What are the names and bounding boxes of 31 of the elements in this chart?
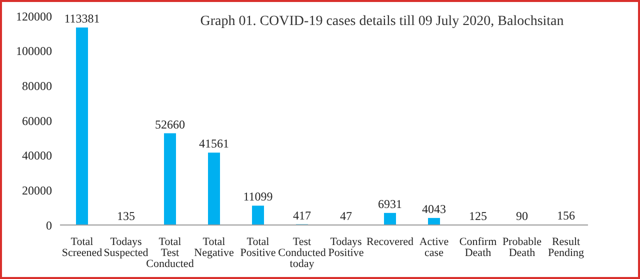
data-label: 41561 bbox=[199, 136, 229, 151]
data-label: 156 bbox=[557, 208, 575, 223]
x-tick-label: Total Negative bbox=[194, 236, 234, 259]
y-tick-label: 60000 bbox=[22, 114, 52, 128]
y-tick-label: 100000 bbox=[16, 44, 52, 58]
data-label: 113381 bbox=[64, 12, 100, 26]
y-tick-label: 40000 bbox=[22, 148, 52, 163]
data-label: 11099 bbox=[243, 190, 273, 204]
data-label: 52660 bbox=[155, 117, 185, 132]
data-label: 125 bbox=[469, 208, 487, 223]
data-label: 135 bbox=[117, 208, 135, 223]
y-tick-label: 120000 bbox=[16, 9, 52, 24]
chart-title: Graph 01. COVID-19 cases details till 09 July 2020, Balochsitan bbox=[199, 14, 565, 30]
data-label: 4043 bbox=[422, 202, 446, 216]
x-tick-label: Todays Suspected bbox=[104, 236, 149, 259]
x-tick-label: Todays Positive bbox=[328, 236, 364, 259]
x-tick-label: Recovered bbox=[366, 236, 414, 248]
x-tick-label: Test Conducted today bbox=[278, 236, 326, 270]
y-tick-label: 20000 bbox=[22, 183, 52, 198]
data-label: 417 bbox=[293, 208, 311, 222]
x-tick-label: Active case bbox=[419, 236, 449, 259]
x-tick-label: Total Positive bbox=[240, 236, 276, 259]
y-tick-label: 0 bbox=[46, 218, 52, 232]
x-tick-label: Confirm Death bbox=[459, 236, 498, 259]
x-tick-label: Total Screened bbox=[62, 236, 103, 259]
x-tick-label: Result Pending bbox=[548, 236, 585, 259]
y-tick-label: 80000 bbox=[22, 78, 52, 93]
data-label: 90 bbox=[516, 208, 528, 223]
data-label: 6931 bbox=[378, 196, 402, 211]
data-label: 47 bbox=[340, 208, 352, 223]
x-tick-label: Probable Death bbox=[502, 236, 542, 259]
